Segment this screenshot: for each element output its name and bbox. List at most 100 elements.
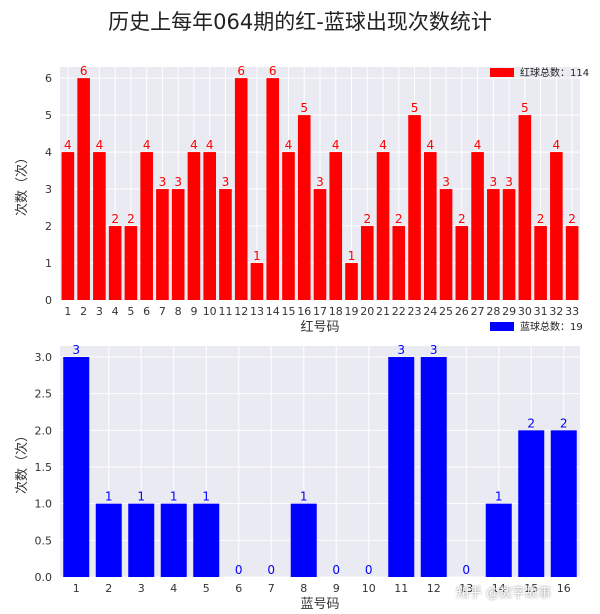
- red-bar-value-label: 4: [143, 138, 151, 152]
- blue-x-tick-label: 1: [73, 582, 80, 595]
- red-x-tick-label: 15: [281, 305, 295, 318]
- blue-x-tick-label: 6: [235, 582, 242, 595]
- red-x-tick-label: 32: [549, 305, 563, 318]
- red-bar-value-label: 6: [269, 64, 277, 78]
- red-bar: [376, 152, 390, 300]
- red-x-tick-label: 19: [345, 305, 359, 318]
- red-x-tick-label: 6: [143, 305, 150, 318]
- blue-bar-value-label: 0: [267, 563, 275, 577]
- red-x-tick-label: 14: [266, 305, 280, 318]
- red-bar-value-label: 3: [159, 175, 167, 189]
- red-bars: [61, 78, 579, 300]
- red-y-tick-label: 4: [45, 146, 52, 159]
- blue-bar: [160, 503, 187, 577]
- red-bar: [550, 152, 563, 300]
- red-bar: [345, 263, 358, 300]
- red-bar: [313, 189, 327, 300]
- blue-bar-value-label: 1: [202, 490, 210, 504]
- red-bar-value-label: 4: [206, 138, 214, 152]
- red-bar: [439, 189, 453, 300]
- red-bar-value-label: 4: [190, 138, 198, 152]
- red-legend-swatch: [490, 68, 514, 77]
- blue-x-tick-label: 10: [362, 582, 376, 595]
- blue-x-tick-label: 15: [524, 582, 538, 595]
- red-x-tick-label: 12: [234, 305, 248, 318]
- blue-bar-value-label: 0: [332, 563, 340, 577]
- blue-legend-swatch: [490, 322, 514, 331]
- red-bar-value-label: 1: [253, 249, 261, 263]
- blue-bar-value-label: 0: [462, 563, 470, 577]
- red-bar-value-label: 6: [80, 64, 88, 78]
- red-bar: [471, 152, 484, 300]
- blue-x-tick-label: 5: [203, 582, 210, 595]
- red-bar: [93, 152, 106, 300]
- red-x-axis-label: 红号码: [300, 319, 339, 335]
- blue-bar: [550, 430, 577, 577]
- blue-bar-value-label: 0: [235, 563, 243, 577]
- blue-x-tick-label: 2: [105, 582, 112, 595]
- red-x-tick-label: 7: [159, 305, 166, 318]
- red-bar-value-label: 5: [411, 101, 419, 115]
- red-x-tick-label: 1: [64, 305, 71, 318]
- red-bar: [171, 189, 185, 300]
- red-bar: [408, 115, 421, 300]
- red-x-tick-label: 25: [439, 305, 453, 318]
- red-x-tick-label: 13: [250, 305, 264, 318]
- blue-bar-value-label: 1: [300, 490, 308, 504]
- blue-x-tick-label: 4: [170, 582, 177, 595]
- blue-bar-value-label: 1: [105, 490, 113, 504]
- blue-bar: [290, 503, 317, 577]
- red-bar: [487, 189, 500, 300]
- red-x-tick-label: 30: [518, 305, 532, 318]
- blue-bar: [485, 503, 512, 577]
- blue-x-tick-label: 8: [300, 582, 307, 595]
- blue-y-tick-label: 0.5: [35, 534, 53, 547]
- red-bar-value-label: 6: [237, 64, 245, 78]
- blue-bar: [420, 357, 447, 577]
- blue-y-tick-label: 2.0: [35, 424, 53, 437]
- blue-x-tick-label: 16: [557, 582, 571, 595]
- red-x-tick-label: 9: [190, 305, 197, 318]
- red-bar-value-label: 2: [537, 212, 545, 226]
- red-y-axis-label: 次数（次）: [14, 151, 30, 216]
- red-x-tick-label: 5: [127, 305, 134, 318]
- red-x-tick-label: 20: [360, 305, 374, 318]
- blue-bar-value-label: 2: [527, 416, 535, 430]
- red-bar-value-label: 3: [490, 175, 498, 189]
- red-bar-value-label: 5: [521, 101, 529, 115]
- red-bar-value-label: 4: [332, 138, 340, 152]
- blue-x-tick-label: 3: [138, 582, 145, 595]
- red-bar-value-label: 2: [568, 212, 576, 226]
- red-bar-value-label: 1: [348, 249, 356, 263]
- blue-bar-value-label: 1: [495, 490, 503, 504]
- red-bar: [329, 152, 343, 300]
- red-bar: [424, 152, 437, 300]
- red-bar: [565, 226, 579, 300]
- red-bar-value-label: 3: [174, 175, 182, 189]
- red-y-tick-label: 6: [45, 72, 52, 85]
- red-x-tick-label: 18: [329, 305, 343, 318]
- red-bar-value-label: 2: [111, 212, 119, 226]
- red-bar: [234, 78, 248, 300]
- red-x-tick-label: 33: [565, 305, 579, 318]
- red-bar: [250, 263, 264, 300]
- red-y-tick-label: 2: [45, 220, 52, 233]
- blue-x-axis-label: 蓝号码: [300, 597, 339, 612]
- red-bar-value-label: 4: [379, 138, 387, 152]
- red-x-tick-label: 26: [455, 305, 469, 318]
- red-bar-value-label: 2: [363, 212, 371, 226]
- blue-x-tick-label: 9: [333, 582, 340, 595]
- red-bar-value-label: 3: [505, 175, 513, 189]
- red-y-tick-label: 3: [45, 183, 52, 196]
- red-bar: [266, 78, 280, 300]
- red-bar: [77, 78, 90, 300]
- blue-y-tick-label: 2.5: [35, 388, 53, 401]
- chart-title: 历史上每年064期的红-蓝球出现次数统计: [108, 10, 492, 34]
- blue-bar: [95, 503, 122, 577]
- red-bar: [392, 226, 406, 300]
- red-bar: [187, 152, 201, 300]
- red-bar: [455, 226, 469, 300]
- blue-bar: [193, 503, 220, 577]
- red-bar: [203, 152, 216, 300]
- blue-legend-text: 蓝球总数：19: [520, 320, 583, 333]
